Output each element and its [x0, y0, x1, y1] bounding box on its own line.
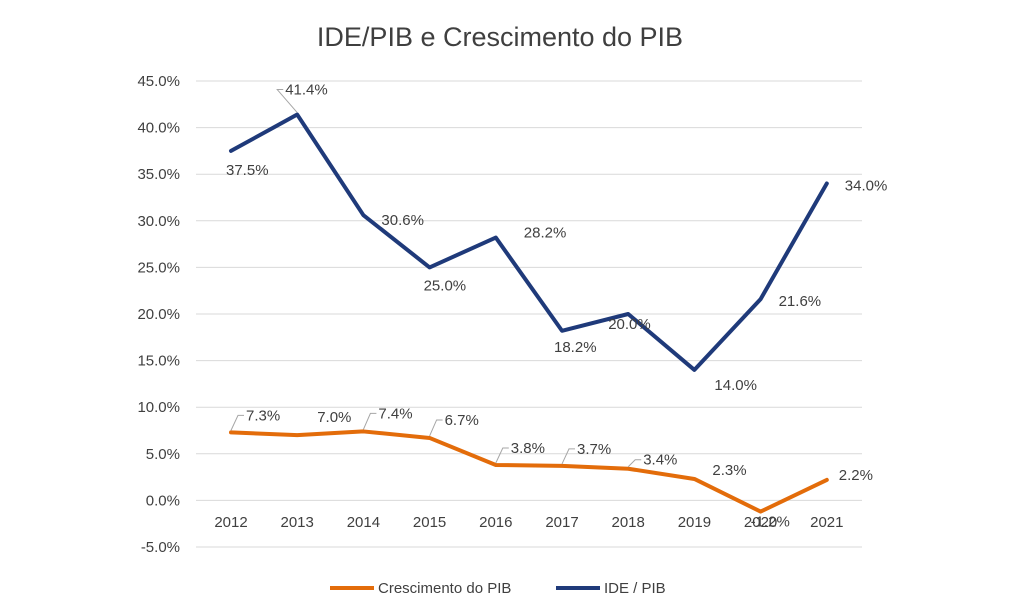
x-tick-label: 2012 — [214, 514, 247, 531]
leader-line — [627, 459, 642, 468]
y-tick-label: 5.0% — [146, 446, 180, 463]
leader-line — [495, 447, 509, 464]
data-label: 34.0% — [845, 178, 888, 195]
chart-title: IDE/PIB e Crescimento do PIB — [317, 22, 683, 52]
data-label: 28.2% — [524, 225, 567, 242]
x-axis-ticks: 2012 2013 2014 2015 2016 2017 2018 2019 2020 2021 — [214, 514, 843, 531]
y-tick-label: 0.0% — [146, 492, 180, 509]
data-label: 2.3% — [712, 462, 746, 479]
y-tick-label: -5.0% — [141, 539, 180, 556]
x-tick-label: 2017 — [545, 514, 578, 531]
leader-line — [362, 412, 377, 430]
data-label: 14.0% — [714, 377, 757, 394]
x-tick-label: 2020 — [744, 514, 777, 531]
data-label: 41.4% — [285, 82, 328, 99]
data-label: 2.2% — [839, 467, 873, 484]
y-tick-label: 30.0% — [137, 213, 180, 230]
leader-line — [230, 414, 244, 431]
x-tick-label: 2018 — [612, 514, 645, 531]
data-label: 7.4% — [378, 405, 412, 422]
leader-line — [561, 448, 575, 465]
x-tick-label: 2016 — [479, 514, 512, 531]
series-line-0 — [229, 429, 829, 514]
y-tick-label: 10.0% — [137, 399, 180, 416]
leader-line — [429, 419, 443, 437]
data-label: 7.3% — [246, 407, 280, 424]
data-label: 18.2% — [554, 339, 597, 356]
data-label: 30.6% — [381, 212, 424, 229]
x-tick-label: 2015 — [413, 514, 446, 531]
y-tick-label: 45.0% — [137, 73, 180, 90]
legend-label: IDE / PIB — [604, 580, 666, 597]
y-axis-ticks: 45.0% 40.0% 35.0% 30.0% 25.0% 20.0% 15.0% 10.0%… — [137, 73, 180, 556]
x-tick-label: 2019 — [678, 514, 711, 531]
data-label: 6.7% — [445, 412, 479, 429]
series-line-1 — [229, 112, 829, 372]
legend: Crescimento do PIB IDE / PIB — [330, 580, 666, 597]
data-label: 3.4% — [643, 452, 677, 469]
data-labels: 7.3% 7.0% 7.4% 6.7% 3.8% 3.7% 3.4% 2.3% -1.2% 2.2… — [226, 82, 887, 531]
data-label: 7.0% — [317, 409, 351, 426]
leader-line — [276, 89, 298, 113]
y-tick-label: 25.0% — [137, 259, 180, 276]
grid-lines — [196, 80, 862, 548]
data-label: 3.7% — [577, 441, 611, 458]
data-label: 37.5% — [226, 162, 269, 179]
legend-label: Crescimento do PIB — [378, 580, 511, 597]
data-label: 25.0% — [424, 277, 467, 294]
y-tick-label: 20.0% — [137, 306, 180, 323]
data-label: -1.2% — [751, 514, 790, 531]
y-tick-label: 15.0% — [137, 353, 180, 370]
y-tick-label: 40.0% — [137, 120, 180, 137]
series-lines — [229, 112, 829, 514]
x-tick-label: 2013 — [281, 514, 314, 531]
y-tick-label: 35.0% — [137, 166, 180, 183]
x-tick-label: 2014 — [347, 514, 380, 531]
x-tick-label: 2021 — [810, 514, 843, 531]
data-label: 21.6% — [779, 293, 822, 310]
data-label: 20.0% — [608, 316, 651, 333]
data-label: 3.8% — [511, 440, 545, 457]
